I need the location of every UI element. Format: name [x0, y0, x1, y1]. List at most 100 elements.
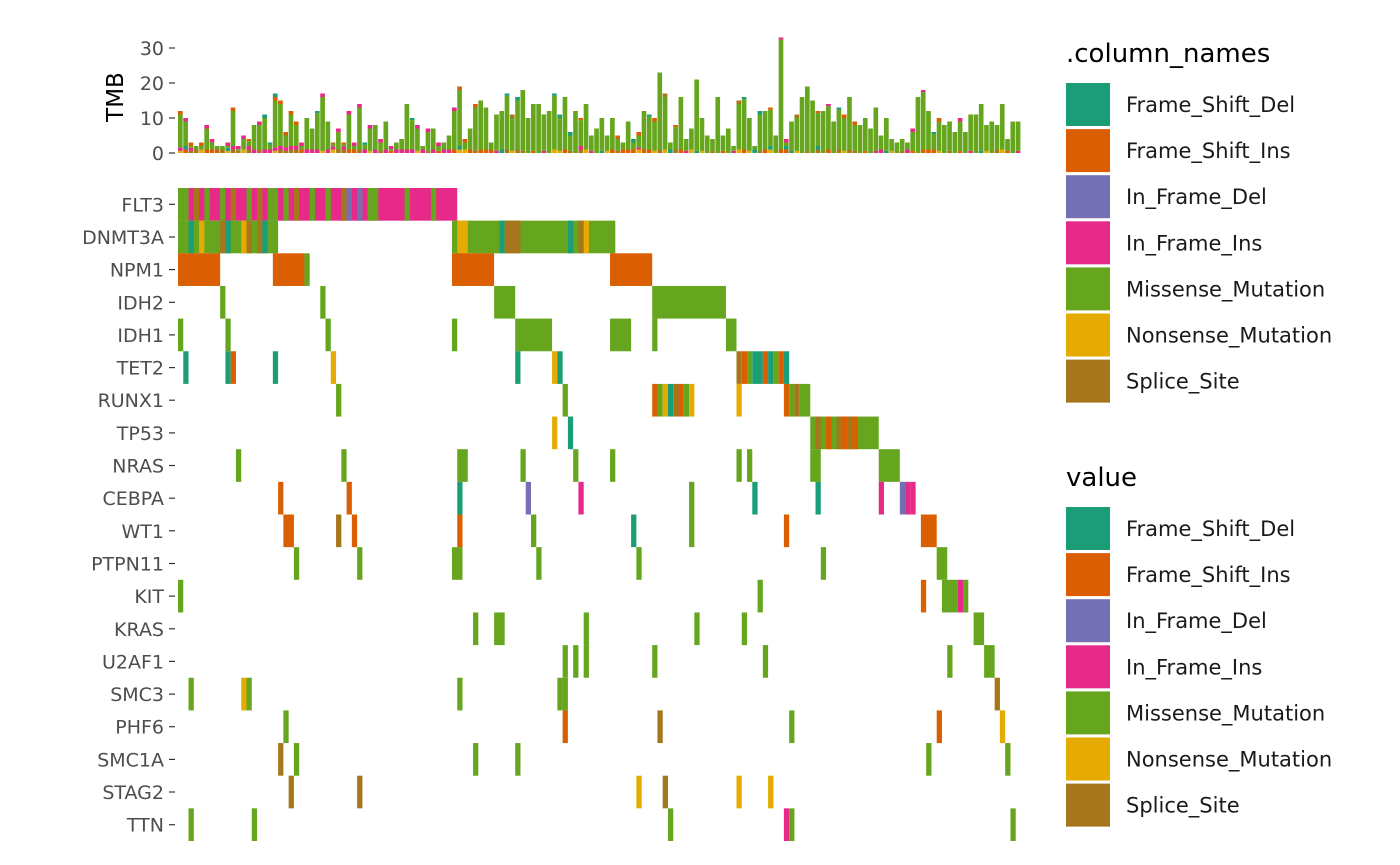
mutation-tile	[736, 449, 742, 482]
tmb-bar-segment	[336, 149, 341, 153]
tmb-y-axis: TMB 0 10 20 30	[103, 38, 175, 165]
tmb-bar-segment	[673, 149, 678, 153]
tmb-bar-segment	[383, 121, 389, 150]
mutation-tile	[878, 481, 885, 515]
mutation-tile	[852, 416, 858, 450]
mutation-tile	[905, 481, 911, 515]
tmb-bar-segment	[768, 146, 773, 150]
tmb-bar-segment	[320, 93, 325, 97]
tmb-bar-segment	[283, 147, 289, 151]
tmb-bar-segment	[204, 128, 210, 150]
tmb-bar-segment	[936, 121, 942, 151]
mutation-tile	[610, 318, 632, 352]
tmb-bar-segment	[283, 132, 289, 136]
tmb-bar-segment	[425, 128, 431, 132]
tmb-bar-segment	[388, 146, 394, 150]
tmb-bar-segment	[293, 121, 299, 125]
tmb-bar-segment	[209, 149, 215, 153]
tmb-bar-segment	[689, 128, 694, 150]
tmb-bar-segment	[783, 139, 789, 143]
tmb-bar-segment	[810, 100, 815, 153]
tmb-bar-segment	[699, 150, 705, 153]
mutation-tile	[220, 220, 226, 254]
tmb-bar-segment	[225, 147, 231, 151]
mutation-tile	[773, 351, 779, 384]
tmb-bar-segment	[557, 150, 563, 153]
tmb-bar-segment	[515, 100, 520, 150]
mutation-tile	[652, 645, 658, 678]
tmb-bar-segment	[225, 142, 231, 146]
gene-label: NRAS	[112, 456, 164, 478]
mutation-tile	[683, 383, 690, 417]
mutation-tile	[694, 612, 700, 646]
mutation-tile	[662, 383, 668, 417]
tmb-bar-segment	[251, 125, 257, 150]
tmb-bar-segment	[336, 132, 341, 150]
tmb-bar-segment	[531, 150, 536, 153]
tmb-bar-segment	[926, 149, 931, 153]
mutation-tile	[178, 253, 221, 286]
mutation-tile	[430, 188, 437, 221]
mutation-tile	[246, 677, 252, 711]
mutation-tile	[673, 383, 679, 417]
tmb-bar-segment	[636, 149, 642, 153]
tmb-bar-segment	[436, 142, 441, 146]
tmb-bar-segment	[288, 149, 294, 153]
tmb-bar-segment	[457, 146, 462, 150]
tmb-bar-segment	[531, 104, 536, 151]
mutation-tile	[515, 318, 553, 352]
tmb-axis-title: TMB	[103, 72, 129, 123]
tmb-bar-segment	[804, 150, 810, 153]
mutation-tile	[178, 318, 184, 352]
tmb-bar-segment	[351, 149, 357, 153]
tmb-bar-segment	[267, 142, 273, 145]
mutation-tile	[657, 383, 663, 417]
mutation-tile	[293, 547, 300, 580]
tmb-bar-segment	[931, 132, 937, 135]
tmb-bar-segment	[235, 146, 241, 150]
tmb-bar-segment	[815, 149, 821, 153]
gene-label: IDH2	[117, 292, 164, 314]
mutation-tile	[520, 449, 526, 482]
tmb-bar-segment	[657, 149, 663, 153]
tmb-bar-segment	[947, 150, 952, 153]
tmb-bar-segment	[341, 142, 346, 145]
tmb-bar-segment	[330, 149, 336, 153]
mutation-tile	[188, 220, 194, 254]
mutation-tile	[357, 188, 363, 221]
tmb-bar-segment	[599, 150, 605, 153]
gene-label: U2AF1	[102, 651, 164, 673]
mutation-tile	[509, 220, 516, 254]
tmb-bar-segment	[314, 149, 320, 153]
tmb-bar-segment	[994, 125, 1000, 150]
tmb-bar-segment	[209, 142, 215, 150]
tmb-bar-segment	[747, 150, 752, 153]
mutation-tile	[451, 220, 616, 254]
mutation-tile	[457, 449, 468, 482]
tmb-bar-segment	[420, 146, 426, 150]
tmb-bar-segment	[604, 150, 610, 153]
mutation-tile	[820, 547, 827, 580]
tmb-bar-segment	[394, 142, 399, 150]
tmb-bar-segment	[457, 90, 462, 146]
tmb-bar-segment	[694, 150, 700, 153]
mutation-tile	[725, 318, 737, 352]
mutation-tile	[736, 775, 742, 809]
tmb-bar-segment	[836, 149, 842, 153]
tmb-bar-segment	[272, 97, 278, 101]
mutation-tile	[562, 645, 568, 678]
tmb-bar-segment	[351, 146, 357, 150]
tmb-bar-segment	[957, 150, 963, 153]
tmb-bar-segment	[304, 149, 310, 153]
tmb-bar-segment	[841, 114, 847, 118]
tmb-bar-segment	[920, 149, 926, 153]
mutation-tile	[657, 710, 663, 744]
tmb-bar-segment	[957, 118, 963, 122]
mutation-tile	[926, 743, 932, 776]
mutation-tile	[936, 547, 948, 580]
tmb-bar-segment	[715, 97, 721, 153]
tmb-bar-segment	[826, 106, 831, 150]
mutation-tile	[973, 612, 985, 646]
mutation-tile	[494, 612, 505, 646]
tmb-bar-segment	[536, 104, 541, 153]
